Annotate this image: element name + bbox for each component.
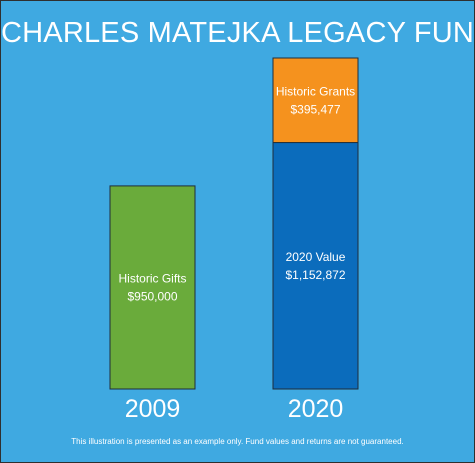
- bar-historic-grants: [272, 57, 359, 144]
- bar-value-historic-gifts: $950,000: [127, 289, 177, 303]
- x-tick-label-2020: 2020: [288, 395, 344, 423]
- bar-2020-value: [272, 142, 359, 390]
- x-tick-label-2009: 2009: [125, 395, 181, 423]
- bar-label-historic-gifts: Historic Gifts: [118, 271, 186, 285]
- chart-title: CHARLES MATEJKA LEGACY FUND: [1, 17, 475, 49]
- bar-value-historic-grants: $395,477: [290, 102, 340, 116]
- bar-label-2020-value: 2020 Value: [286, 250, 346, 264]
- bar-historic-gifts: [109, 185, 196, 390]
- disclaimer-footnote: This illustration is presented as an exa…: [71, 437, 404, 446]
- bar-label-historic-grants: Historic Grants: [276, 84, 355, 98]
- bar-value-2020-value: $1,152,872: [285, 268, 345, 282]
